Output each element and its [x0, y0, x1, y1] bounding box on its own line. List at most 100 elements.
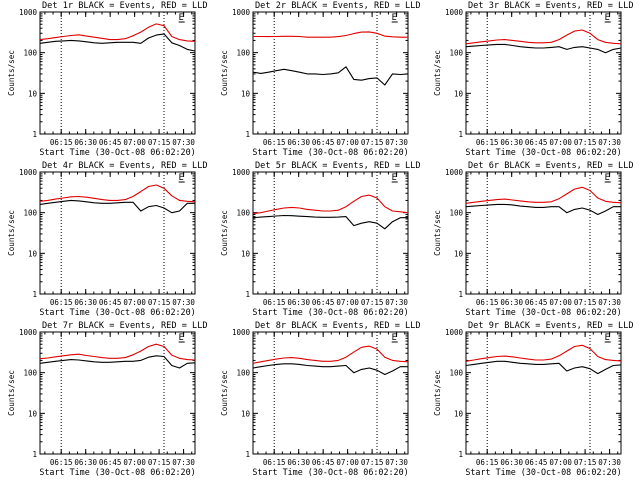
x-axis-label: Start Time (30-Oct-08 06:02:20) — [252, 147, 408, 157]
y-tick-label: 100 — [449, 369, 463, 378]
panel-title: Det 2r BLACK = Events, RED = LLD — [255, 1, 421, 11]
y-axis-label: Counts/sec — [7, 210, 16, 256]
y-tick-label: 10 — [28, 89, 38, 98]
x-tick-label: 06:15 — [476, 138, 499, 147]
y-tick-label: 100 — [449, 209, 463, 218]
panel-title: Det 4r BLACK = Events, RED = LLD — [42, 161, 208, 171]
series-lld-line — [252, 345, 409, 364]
x-tick-label: 06:45 — [99, 458, 122, 467]
x-tick-label: 06:45 — [99, 298, 122, 307]
x-tick-label: 06:30 — [287, 458, 310, 467]
panel-title: Det 9r BLACK = Events, RED = LLD — [468, 321, 634, 331]
y-tick-label: 1000 — [445, 168, 464, 177]
marker-e-label: E — [605, 333, 610, 343]
series-events-line — [252, 214, 408, 230]
panel-title: Det 8r BLACK = Events, RED = LLD — [255, 321, 421, 331]
series-lld-line — [39, 343, 196, 361]
x-tick-label: 06:15 — [476, 458, 499, 467]
series-lld-line — [465, 186, 622, 204]
x-tick-label: 07:30 — [385, 138, 408, 147]
x-tick-label: 06:30 — [74, 458, 97, 467]
x-axis-label: Start Time (30-Oct-08 06:02:20) — [39, 307, 195, 317]
y-tick-label: 1000 — [232, 8, 251, 17]
x-tick-label: 07:30 — [172, 298, 195, 307]
y-tick-label: 10 — [454, 89, 464, 98]
x-tick-label: 07:30 — [598, 298, 621, 307]
plot-frame — [39, 171, 196, 295]
x-tick-label: 06:15 — [50, 138, 73, 147]
x-tick-label: 06:15 — [263, 298, 286, 307]
plot-frame — [465, 331, 622, 455]
y-tick-label: 100 — [449, 49, 463, 58]
x-tick-label: 07:00 — [336, 458, 359, 467]
series-lld-line — [465, 29, 622, 45]
plot-frame — [465, 171, 622, 295]
panel-6: Det 6r BLACK = Events, RED = LLD 1 10 100 10… — [433, 161, 634, 317]
y-axis-label: Counts/sec — [433, 370, 442, 416]
panel-title: Det 1r BLACK = Events, RED = LLD — [42, 1, 208, 11]
x-tick-label: 06:30 — [74, 298, 97, 307]
marker-e-label: E — [605, 173, 610, 183]
y-tick-label: 1000 — [445, 8, 464, 17]
series-events-line — [252, 66, 409, 86]
x-tick-label: 06:45 — [312, 458, 335, 467]
x-tick-label: 06:45 — [525, 458, 548, 467]
panel-title: Det 6r BLACK = Events, RED = LLD — [468, 161, 634, 171]
y-tick-label: 100 — [236, 49, 250, 58]
x-tick-label: 07:30 — [385, 298, 408, 307]
y-tick-label: 1000 — [19, 328, 38, 337]
y-axis-label: Counts/sec — [220, 50, 229, 96]
x-tick-label: 07:00 — [123, 298, 146, 307]
panel-9: Det 9r BLACK = Events, RED = LLD 1 10 100 10… — [433, 321, 634, 477]
x-tick-label: 06:45 — [312, 138, 335, 147]
x-axis-label: Start Time (30-Oct-08 06:02:20) — [465, 307, 621, 317]
y-tick-label: 10 — [28, 409, 38, 418]
marker-e-label: E — [179, 13, 184, 23]
y-tick-label: 1 — [32, 130, 37, 139]
y-axis-label: Counts/sec — [220, 370, 229, 416]
plot-frame — [465, 11, 622, 135]
x-axis-label: Start Time (30-Oct-08 06:02:20) — [252, 307, 408, 317]
y-tick-label: 1000 — [232, 168, 251, 177]
x-tick-label: 06:30 — [500, 138, 523, 147]
series-lld-line — [253, 31, 408, 38]
x-tick-label: 07:15 — [574, 298, 597, 307]
panel-title: Det 7r BLACK = Events, RED = LLD — [42, 321, 208, 331]
x-tick-label: 07:00 — [549, 298, 572, 307]
x-tick-label: 06:45 — [525, 298, 548, 307]
x-tick-label: 06:30 — [500, 298, 523, 307]
plot-frame — [252, 11, 409, 135]
x-tick-label: 06:15 — [263, 458, 286, 467]
y-tick-label: 1 — [245, 450, 250, 459]
x-tick-label: 07:00 — [123, 458, 146, 467]
panel-title: Det 5r BLACK = Events, RED = LLD — [255, 161, 421, 171]
y-tick-label: 10 — [454, 249, 464, 258]
x-tick-label: 07:15 — [148, 298, 171, 307]
x-tick-label: 07:30 — [598, 458, 621, 467]
y-tick-label: 1000 — [232, 328, 251, 337]
y-axis-label: Counts/sec — [7, 370, 16, 416]
x-tick-label: 07:15 — [361, 298, 384, 307]
x-tick-label: 06:30 — [500, 458, 523, 467]
x-tick-label: 07:00 — [549, 138, 572, 147]
y-tick-label: 1 — [458, 450, 463, 459]
x-tick-label: 06:15 — [263, 138, 286, 147]
x-tick-label: 06:15 — [476, 298, 499, 307]
plot-frame — [39, 11, 196, 135]
y-tick-label: 10 — [28, 249, 38, 258]
x-tick-label: 07:30 — [172, 138, 195, 147]
y-tick-label: 100 — [236, 369, 250, 378]
x-tick-label: 07:30 — [172, 458, 195, 467]
y-tick-label: 1 — [245, 290, 250, 299]
series-lld-line — [39, 23, 196, 42]
x-tick-label: 07:15 — [361, 138, 384, 147]
series-events-line — [465, 203, 621, 216]
panel-3: Det 3r BLACK = Events, RED = LLD 1 10 100 10… — [433, 1, 634, 157]
x-axis-label: Start Time (30-Oct-08 06:02:20) — [465, 147, 621, 157]
x-tick-label: 07:15 — [148, 138, 171, 147]
y-tick-label: 100 — [236, 209, 250, 218]
x-axis-label: Start Time (30-Oct-08 06:02:20) — [252, 467, 408, 477]
series-events-line — [465, 360, 622, 375]
x-tick-label: 07:15 — [148, 458, 171, 467]
panel-2: Det 2r BLACK = Events, RED = LLD 1 10 100 10… — [220, 1, 421, 157]
